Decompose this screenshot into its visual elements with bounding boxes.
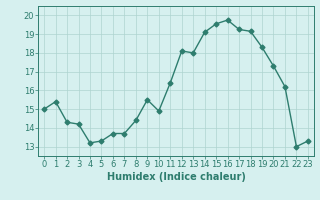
X-axis label: Humidex (Indice chaleur): Humidex (Indice chaleur) bbox=[107, 172, 245, 182]
